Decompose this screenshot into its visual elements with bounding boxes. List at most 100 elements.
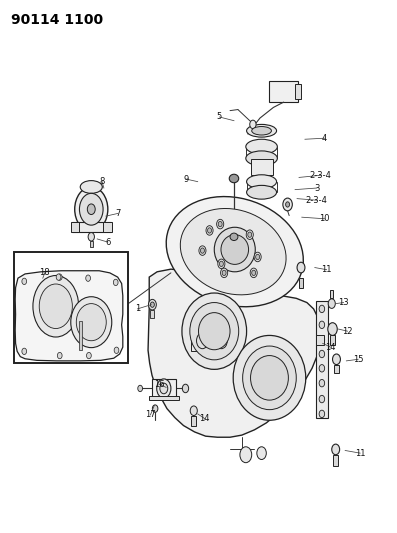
Bar: [191, 330, 227, 351]
Circle shape: [220, 261, 224, 266]
Circle shape: [138, 385, 143, 392]
Circle shape: [87, 204, 95, 215]
Circle shape: [182, 384, 189, 393]
Circle shape: [218, 221, 222, 227]
Circle shape: [252, 270, 256, 276]
Text: 11: 11: [322, 265, 332, 274]
Bar: [71, 222, 79, 231]
Ellipse shape: [71, 297, 112, 348]
Circle shape: [87, 352, 91, 359]
Text: 11: 11: [355, 449, 365, 458]
Circle shape: [199, 246, 206, 255]
Bar: [79, 321, 82, 350]
Circle shape: [328, 299, 335, 309]
Circle shape: [58, 352, 62, 359]
Bar: [152, 379, 175, 398]
Polygon shape: [15, 271, 123, 361]
Circle shape: [150, 302, 154, 308]
Circle shape: [160, 383, 168, 394]
Text: 6: 6: [105, 238, 110, 247]
Circle shape: [157, 379, 171, 398]
Ellipse shape: [247, 185, 277, 199]
Text: 90114 1100: 90114 1100: [11, 13, 103, 27]
Circle shape: [248, 232, 252, 237]
Ellipse shape: [233, 335, 306, 420]
Circle shape: [86, 275, 91, 281]
Circle shape: [152, 405, 158, 413]
Circle shape: [319, 379, 325, 387]
Text: 13: 13: [338, 298, 349, 307]
Bar: [330, 335, 335, 345]
Circle shape: [319, 410, 325, 418]
Circle shape: [319, 336, 325, 343]
Text: 10: 10: [320, 214, 330, 223]
Circle shape: [250, 120, 256, 128]
Bar: [90, 241, 93, 247]
Circle shape: [297, 262, 305, 273]
Bar: [251, 159, 273, 175]
Circle shape: [58, 274, 62, 280]
Circle shape: [222, 270, 226, 276]
Ellipse shape: [80, 181, 102, 193]
Text: 4: 4: [322, 134, 327, 143]
Ellipse shape: [33, 276, 79, 337]
Circle shape: [257, 447, 266, 459]
Circle shape: [75, 187, 108, 231]
Ellipse shape: [247, 175, 277, 189]
Bar: [299, 278, 303, 288]
Circle shape: [319, 321, 325, 328]
Circle shape: [332, 444, 339, 455]
Bar: [270, 81, 298, 102]
Bar: [14, 252, 128, 363]
Circle shape: [217, 219, 224, 229]
Circle shape: [256, 254, 260, 260]
Circle shape: [206, 225, 213, 235]
Ellipse shape: [76, 304, 106, 341]
Ellipse shape: [243, 346, 296, 410]
Text: 14: 14: [325, 343, 336, 352]
Circle shape: [22, 348, 27, 354]
Ellipse shape: [180, 208, 286, 295]
Circle shape: [319, 350, 325, 358]
Text: 12: 12: [342, 327, 353, 336]
Circle shape: [333, 354, 340, 365]
Circle shape: [22, 278, 27, 285]
Text: 9: 9: [183, 174, 189, 183]
Ellipse shape: [252, 126, 272, 135]
Ellipse shape: [230, 233, 238, 240]
Text: 2-3-4: 2-3-4: [310, 171, 331, 180]
Circle shape: [221, 268, 227, 278]
Ellipse shape: [246, 151, 278, 166]
Text: 18: 18: [39, 268, 50, 277]
Ellipse shape: [229, 174, 239, 183]
Circle shape: [114, 279, 118, 286]
Bar: [333, 455, 338, 466]
Bar: [295, 84, 301, 100]
Text: 5: 5: [217, 112, 222, 122]
Circle shape: [56, 274, 61, 280]
Text: 15: 15: [353, 355, 363, 364]
Ellipse shape: [190, 303, 239, 360]
Text: 1: 1: [135, 304, 140, 313]
Ellipse shape: [214, 227, 255, 272]
Ellipse shape: [247, 124, 277, 137]
Ellipse shape: [246, 139, 278, 154]
Ellipse shape: [221, 235, 249, 264]
Ellipse shape: [182, 293, 247, 369]
Circle shape: [114, 347, 119, 353]
Ellipse shape: [251, 356, 288, 400]
Text: 8: 8: [99, 176, 104, 185]
Circle shape: [240, 447, 252, 463]
Circle shape: [197, 333, 208, 349]
Text: 2-3-4: 2-3-4: [306, 196, 328, 205]
Bar: [316, 301, 328, 418]
Circle shape: [216, 333, 227, 349]
Bar: [149, 396, 179, 400]
Text: 7: 7: [115, 209, 120, 218]
Circle shape: [208, 228, 212, 233]
Ellipse shape: [39, 284, 72, 328]
Bar: [334, 365, 339, 373]
Text: 17: 17: [145, 410, 156, 419]
Circle shape: [319, 395, 325, 403]
Bar: [330, 290, 333, 298]
